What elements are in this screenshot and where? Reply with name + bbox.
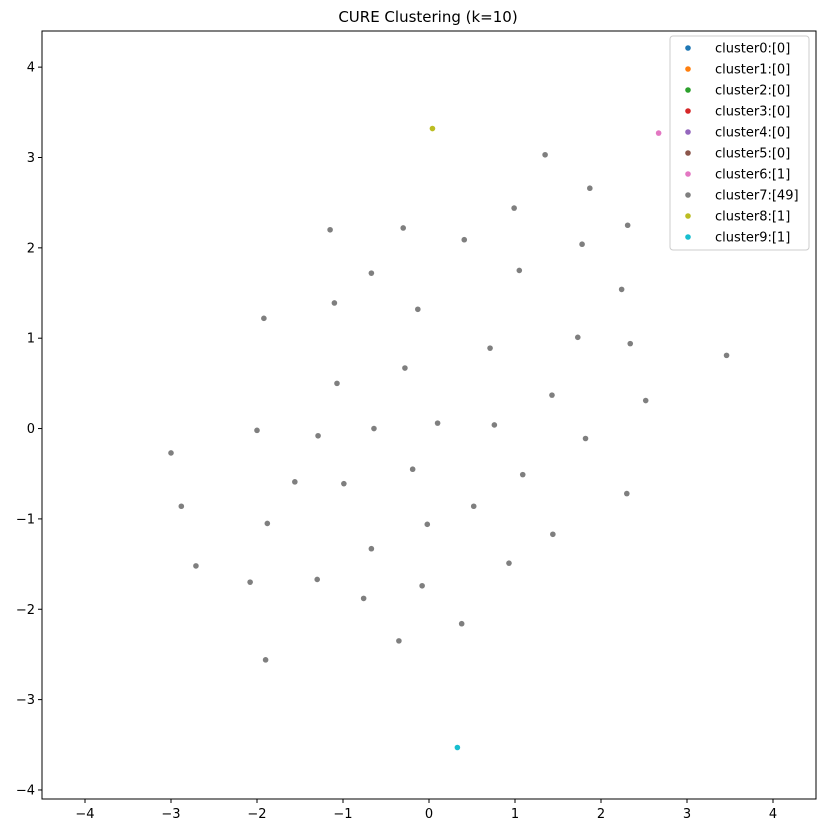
x-tick-label: −1 [333,807,352,822]
legend-label: cluster7:[49] [715,189,799,204]
legend-label: cluster0:[0] [715,42,790,57]
data-point-cluster7 [341,480,347,487]
legend-marker [685,66,691,72]
data-point-cluster7 [470,503,477,510]
data-point-cluster7 [368,270,375,276]
data-point-cluster7 [579,241,585,248]
y-tick-label: −4 [16,783,35,798]
legend-box [669,35,810,251]
data-point-cluster6 [655,130,662,136]
data-point-cluster7 [461,236,468,243]
data-point-cluster7 [292,479,298,485]
y-tick-label: 2 [27,241,35,256]
x-tick-label: −2 [247,807,266,822]
data-point-cluster7 [519,471,526,478]
data-point-cluster7 [247,579,253,585]
legend-label: cluster2:[0] [715,84,790,99]
data-point-cluster7 [168,450,174,456]
data-point-cluster7 [327,226,333,233]
data-point-cluster7 [587,185,593,192]
y-tick-label: 4 [27,61,35,76]
data-point-cluster7 [331,300,338,306]
legend-label: cluster6:[1] [715,168,790,183]
y-tick-label: −1 [16,512,35,527]
data-point-cluster7 [396,638,402,644]
x-tick-label: 0 [425,807,433,822]
legend-marker [685,192,691,198]
chart-title: CURE Clustering (k=10) [338,8,517,26]
data-point-cluster7 [642,397,649,404]
data-point-cluster7 [491,422,498,428]
data-point-cluster7 [511,205,517,211]
data-point-cluster7 [618,286,625,293]
legend-label: cluster8:[1] [715,210,790,225]
legend-marker [685,87,691,93]
data-point-cluster8 [429,125,436,132]
data-point-cluster7 [178,503,185,510]
data-point-cluster7 [424,521,431,528]
data-point-cluster7 [315,432,321,439]
data-point-cluster7 [419,582,425,589]
data-point-cluster7 [371,425,377,432]
data-point-cluster7 [506,560,512,566]
y-tick-label: −3 [16,693,35,708]
data-point-cluster7 [261,315,267,322]
data-point-cluster7 [723,352,730,359]
legend-marker [685,45,691,51]
legend-marker [685,108,691,114]
data-point-cluster7 [368,545,375,552]
y-tick-label: 1 [27,332,35,347]
data-point-cluster7 [582,435,589,442]
x-axis: −4 −3 −2 −1 0 1 2 3 4 [75,799,777,822]
legend-marker [685,234,691,240]
data-point-cluster7 [434,420,441,426]
data-points [168,125,730,751]
y-tick-label: −2 [16,603,35,618]
y-axis: −4 −3 −2 −1 0 1 2 3 4 [16,61,42,798]
data-point-cluster7 [458,620,465,627]
x-tick-label: 4 [769,807,777,822]
x-tick-label: 2 [597,807,605,822]
data-point-cluster7 [516,267,523,274]
legend-marker [685,171,691,177]
data-point-cluster7 [627,340,634,347]
data-point-cluster7 [262,657,269,663]
legend-marker [685,213,691,219]
data-point-cluster7 [624,490,630,497]
data-point-cluster7 [314,576,321,583]
data-point-cluster7 [334,380,340,387]
data-point-cluster7 [360,595,367,602]
data-point-cluster7 [193,563,199,569]
data-point-cluster7 [415,306,421,313]
legend-label: cluster1:[0] [715,63,790,78]
data-point-cluster7 [574,334,581,341]
legend-label: cluster4:[0] [715,126,790,141]
legend-marker [685,150,691,156]
legend: cluster0:[0] cluster1:[0] cluster2:[0] clus… [669,35,810,251]
legend-marker [685,129,691,135]
data-point-cluster7 [402,365,408,371]
legend-label: cluster3:[0] [715,105,790,120]
x-tick-label: 1 [511,807,519,822]
legend-label: cluster5:[0] [715,147,790,162]
y-tick-label: 3 [27,151,35,166]
data-point-cluster7 [550,531,556,538]
data-point-cluster7 [487,345,493,351]
data-point-cluster9 [454,744,461,751]
data-point-cluster7 [264,520,271,527]
data-point-cluster7 [624,222,631,229]
data-point-cluster7 [254,427,260,434]
x-tick-label: −3 [161,807,180,822]
x-tick-label: −4 [75,807,94,822]
data-point-cluster7 [549,392,555,398]
x-tick-label: 3 [683,807,691,822]
data-point-cluster7 [400,225,407,231]
data-point-cluster7 [542,151,548,158]
data-point-cluster7 [409,466,416,473]
y-tick-label: 0 [27,422,35,437]
legend-label: cluster9:[1] [715,231,790,246]
